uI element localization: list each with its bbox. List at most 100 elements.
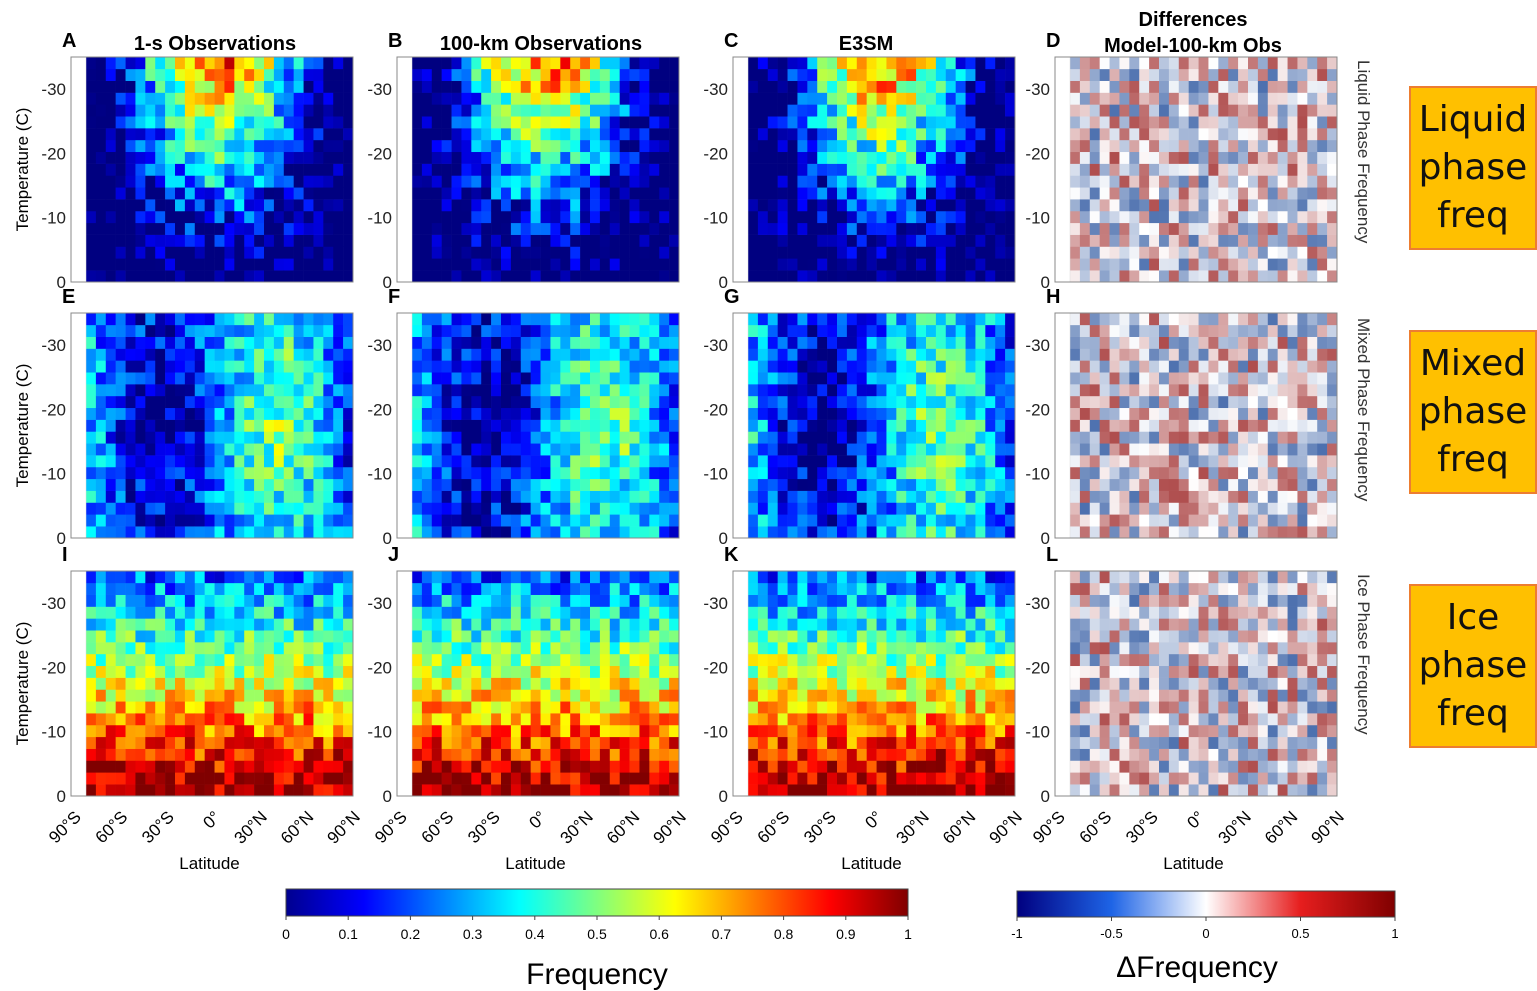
y-tick-label: -20 [367, 144, 392, 163]
heatmap-cell [1218, 395, 1229, 409]
heatmap-cell [560, 677, 571, 690]
heatmap-cell [1317, 57, 1328, 70]
heatmap-cell [105, 384, 116, 397]
heatmap-cell [1257, 466, 1269, 480]
heatmap-cell [1248, 313, 1259, 326]
heatmap-cell [1178, 407, 1189, 420]
heatmap-cell [886, 372, 897, 385]
heatmap-cell [421, 128, 433, 141]
y-tick-label: 0 [719, 273, 728, 292]
heatmap-cell [629, 443, 640, 456]
heatmap-cell [1228, 92, 1239, 105]
heatmap-cell [313, 478, 324, 491]
heatmap-cell [570, 57, 581, 70]
heatmap-cell [481, 665, 492, 678]
heatmap-cell [1208, 431, 1219, 444]
heatmap-cell [837, 116, 848, 129]
heatmap-cell [985, 68, 996, 81]
heatmap-cell [757, 104, 769, 117]
heatmap-cell [481, 514, 492, 527]
heatmap-cell [461, 514, 472, 527]
heatmap-cell [194, 772, 205, 785]
heatmap-cell [421, 222, 433, 235]
heatmap-cell [807, 336, 818, 349]
heatmap-cell [609, 384, 620, 397]
heatmap-cell [896, 443, 907, 456]
heatmap-cell [421, 270, 433, 283]
heatmap-cell [86, 128, 97, 141]
heatmap-cell [293, 571, 304, 584]
heatmap-cell [896, 407, 907, 420]
heatmap-cell [214, 455, 225, 468]
heatmap-cell [1238, 419, 1249, 432]
heatmap-cell [1149, 372, 1160, 385]
heatmap-cell [175, 502, 186, 515]
heatmap-cell [135, 571, 146, 584]
heatmap-cell [876, 234, 887, 247]
heatmap-cell [659, 443, 670, 456]
heatmap-cell [856, 234, 867, 247]
heatmap-cell [421, 571, 433, 584]
heatmap-cell [86, 701, 97, 714]
heatmap-cell [491, 478, 502, 491]
heatmap-cell [1208, 324, 1219, 337]
heatmap-cell [1238, 348, 1249, 361]
heatmap-cell [412, 618, 423, 631]
heatmap-cell [1099, 270, 1110, 283]
heatmap-cell [876, 57, 887, 70]
heatmap-cell [510, 571, 522, 584]
heatmap-cell [748, 466, 759, 480]
heatmap-cell [1238, 246, 1249, 259]
heatmap-cell [1129, 57, 1140, 70]
heatmap-cell [1099, 68, 1110, 81]
heatmap-cell [1188, 478, 1199, 491]
heatmap-cell [846, 151, 858, 164]
heatmap-cell [560, 92, 571, 105]
panel-frame [732, 312, 1016, 539]
heatmap-cell [175, 336, 186, 349]
heatmap-cell [283, 324, 294, 337]
heatmap-cell [95, 92, 107, 105]
heatmap-cell [1149, 151, 1160, 164]
heatmap-cell [175, 618, 186, 631]
heatmap-cell [916, 246, 927, 259]
panel-letter: C [724, 30, 738, 52]
heatmap-cell [1327, 128, 1338, 141]
heatmap-cell [501, 514, 512, 527]
heatmap-cell [184, 490, 196, 503]
heatmap-cell [214, 490, 225, 503]
heatmap-cell [560, 270, 571, 283]
heatmap-cell [184, 724, 196, 738]
heatmap-cell [293, 594, 304, 607]
heatmap-cell [846, 526, 858, 539]
heatmap-cell [1267, 199, 1278, 212]
heatmap-cell [955, 336, 966, 349]
x-tick-label: 30°N [231, 807, 271, 847]
heatmap-cell [560, 210, 571, 224]
heatmap-cell [866, 116, 877, 129]
heatmap-cell [1149, 466, 1160, 480]
heatmap-cell [224, 526, 235, 539]
heatmap-cell [412, 594, 423, 607]
heatmap-cell [135, 478, 146, 491]
heatmap-cell [837, 324, 848, 337]
heatmap-cell [254, 336, 265, 349]
heatmap-cell [757, 384, 769, 397]
heatmap-cell [827, 372, 838, 385]
heatmap-cell [1178, 151, 1189, 164]
heatmap-cell [748, 455, 759, 468]
heatmap-cell [856, 478, 867, 491]
heatmap-cell [323, 736, 334, 749]
heatmap-cell [125, 760, 136, 773]
heatmap-cell [1168, 466, 1180, 480]
heatmap-cell [204, 104, 215, 117]
heatmap-cell [244, 772, 255, 785]
heatmap-cell [323, 490, 334, 503]
heatmap-cell [165, 630, 176, 643]
heatmap-cell [1129, 92, 1140, 105]
y-tick-label: -30 [367, 336, 392, 355]
heatmap-cell [491, 630, 502, 643]
heatmap-cell [421, 431, 433, 444]
heatmap-cell [343, 630, 354, 643]
heatmap-cell [333, 653, 344, 667]
